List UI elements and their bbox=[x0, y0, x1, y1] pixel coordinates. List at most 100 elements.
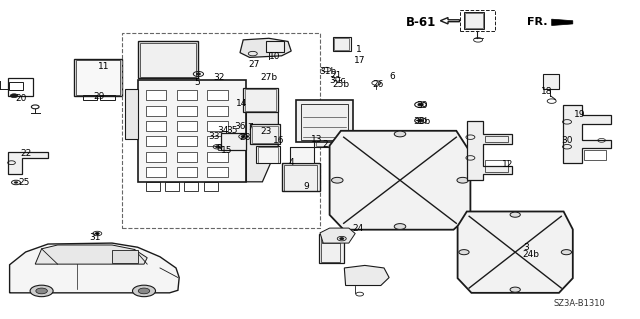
Text: 9: 9 bbox=[303, 182, 308, 191]
Text: FR.: FR. bbox=[527, 17, 548, 27]
Circle shape bbox=[332, 177, 343, 183]
Polygon shape bbox=[563, 105, 611, 163]
Polygon shape bbox=[344, 265, 389, 286]
Circle shape bbox=[10, 94, 18, 98]
Bar bbox=[100, 95, 115, 100]
Text: 24b: 24b bbox=[523, 250, 540, 259]
Text: 31: 31 bbox=[89, 233, 100, 242]
Circle shape bbox=[241, 136, 245, 137]
Text: 30b: 30b bbox=[414, 117, 431, 126]
Text: 16: 16 bbox=[273, 137, 284, 145]
Circle shape bbox=[138, 288, 150, 294]
Text: 20: 20 bbox=[15, 94, 27, 103]
Bar bbox=[146, 90, 166, 100]
Text: 23: 23 bbox=[260, 127, 271, 136]
Bar bbox=[76, 60, 120, 95]
Text: 10: 10 bbox=[269, 52, 281, 61]
Bar bbox=[296, 100, 353, 142]
Bar bbox=[177, 90, 197, 100]
Bar bbox=[290, 147, 314, 163]
Bar bbox=[284, 165, 317, 191]
Circle shape bbox=[216, 146, 220, 148]
Text: 25b: 25b bbox=[333, 80, 349, 89]
Text: 30: 30 bbox=[417, 101, 428, 110]
Text: 1: 1 bbox=[356, 45, 361, 54]
Polygon shape bbox=[246, 89, 278, 182]
Bar bbox=[140, 43, 196, 77]
Bar bbox=[333, 37, 351, 51]
Bar bbox=[146, 106, 166, 116]
Bar bbox=[243, 88, 278, 112]
Text: 25: 25 bbox=[18, 178, 29, 187]
Text: 13: 13 bbox=[311, 135, 323, 144]
Bar bbox=[221, 133, 246, 150]
Bar bbox=[256, 146, 280, 163]
Circle shape bbox=[418, 119, 423, 122]
Bar bbox=[252, 126, 278, 143]
Text: 26: 26 bbox=[372, 80, 383, 89]
Bar bbox=[250, 124, 280, 144]
Bar bbox=[177, 167, 197, 177]
Text: 5: 5 bbox=[195, 78, 200, 87]
Polygon shape bbox=[35, 245, 147, 264]
Text: 6: 6 bbox=[390, 72, 395, 81]
Polygon shape bbox=[125, 89, 138, 139]
Polygon shape bbox=[320, 228, 355, 243]
Bar bbox=[138, 80, 246, 182]
Text: 8: 8 bbox=[217, 144, 222, 153]
Polygon shape bbox=[240, 38, 291, 57]
Polygon shape bbox=[10, 243, 179, 293]
Bar bbox=[207, 106, 228, 116]
Bar bbox=[74, 59, 122, 96]
Circle shape bbox=[418, 103, 423, 106]
Bar bbox=[207, 121, 228, 131]
Text: 27b: 27b bbox=[260, 73, 277, 82]
Circle shape bbox=[30, 285, 53, 297]
Bar bbox=[207, 152, 228, 162]
Text: 33: 33 bbox=[209, 132, 220, 141]
Bar bbox=[321, 243, 340, 262]
Text: 17: 17 bbox=[354, 56, 365, 65]
Circle shape bbox=[510, 212, 520, 217]
Circle shape bbox=[510, 287, 520, 292]
Bar bbox=[282, 163, 320, 191]
Polygon shape bbox=[552, 19, 573, 26]
Bar bbox=[485, 160, 508, 172]
Text: 30: 30 bbox=[561, 137, 573, 145]
Bar bbox=[258, 147, 278, 163]
Bar bbox=[319, 234, 344, 263]
Bar bbox=[138, 41, 198, 78]
Bar bbox=[321, 235, 340, 242]
Text: 7: 7 bbox=[247, 123, 252, 132]
Bar bbox=[204, 182, 218, 191]
Bar bbox=[83, 95, 97, 100]
Bar bbox=[146, 121, 166, 131]
Circle shape bbox=[394, 131, 406, 137]
Bar bbox=[485, 136, 508, 142]
Bar bbox=[184, 182, 198, 191]
Bar bbox=[177, 152, 197, 162]
Text: 32: 32 bbox=[213, 73, 225, 82]
Polygon shape bbox=[8, 152, 48, 174]
Text: 12: 12 bbox=[502, 160, 513, 169]
Text: 19: 19 bbox=[574, 110, 586, 119]
Bar bbox=[316, 132, 337, 146]
Text: 18: 18 bbox=[541, 87, 553, 96]
Bar bbox=[266, 41, 284, 52]
Text: 31b: 31b bbox=[320, 67, 337, 76]
Text: 14: 14 bbox=[236, 99, 248, 108]
Bar bbox=[584, 150, 606, 160]
Text: 4: 4 bbox=[289, 158, 294, 167]
Text: B-61: B-61 bbox=[406, 16, 436, 29]
Bar bbox=[177, 106, 197, 116]
Circle shape bbox=[457, 177, 468, 183]
Circle shape bbox=[394, 224, 406, 229]
Bar bbox=[207, 136, 228, 146]
Text: 36: 36 bbox=[234, 122, 246, 131]
Text: 34: 34 bbox=[217, 126, 228, 135]
Text: 35: 35 bbox=[226, 126, 237, 135]
Bar bbox=[146, 167, 166, 177]
Bar bbox=[460, 10, 495, 31]
Text: 15: 15 bbox=[221, 146, 233, 155]
Text: 24: 24 bbox=[353, 224, 364, 233]
